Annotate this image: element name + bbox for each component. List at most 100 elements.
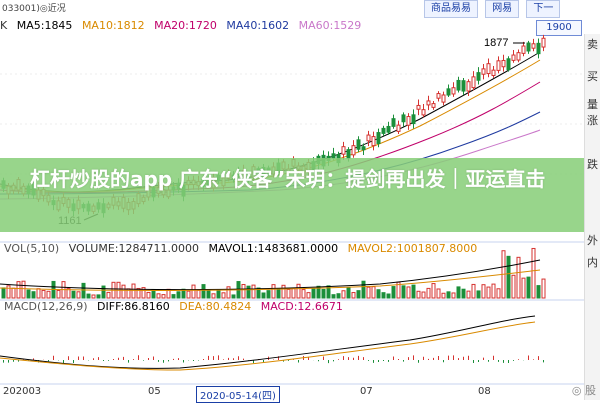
volume-bar bbox=[46, 290, 51, 299]
volume-bar bbox=[136, 287, 141, 299]
volume-bar bbox=[106, 291, 111, 299]
volume-bar bbox=[81, 282, 86, 299]
volume-bar bbox=[91, 294, 96, 299]
diff-line bbox=[0, 315, 536, 369]
date-label-202003: 202003 bbox=[3, 386, 42, 397]
candle bbox=[421, 109, 426, 116]
candle bbox=[481, 68, 486, 75]
ma10-value: MA10:1812 bbox=[81, 19, 145, 32]
volume-bar bbox=[376, 289, 381, 299]
candle bbox=[526, 42, 531, 52]
volume-bar bbox=[146, 291, 151, 299]
candle bbox=[456, 79, 461, 91]
volume-bar bbox=[121, 284, 126, 299]
candle bbox=[496, 60, 501, 71]
volume-bar bbox=[246, 285, 251, 299]
macd-value: MACD:12.6671 bbox=[260, 300, 343, 313]
candle bbox=[516, 52, 521, 61]
date-cursor: 2020-05-14(四) bbox=[196, 386, 280, 403]
right-panel-item-buy[interactable]: 买 bbox=[587, 70, 598, 83]
right-panel-item-outer[interactable]: 外 bbox=[587, 234, 598, 247]
volume-bar bbox=[66, 288, 71, 299]
volume-bar bbox=[286, 288, 291, 299]
price-box[interactable]: 1900 bbox=[536, 20, 582, 36]
candle bbox=[351, 145, 356, 156]
right-panel-item-fall[interactable]: 跌 bbox=[587, 158, 598, 171]
candle bbox=[376, 132, 381, 144]
volume-bar bbox=[516, 256, 521, 299]
header-link-3[interactable]: 下一 bbox=[526, 0, 561, 18]
ma20-value: MA20:1720 bbox=[154, 19, 217, 32]
volume-bar bbox=[26, 289, 31, 299]
volume-bar bbox=[281, 284, 286, 299]
volume-bar bbox=[271, 284, 276, 299]
candle bbox=[371, 136, 376, 147]
candle bbox=[451, 87, 456, 95]
volume-bar bbox=[201, 284, 206, 299]
volume-bar bbox=[56, 289, 61, 299]
date-label-08: 08 bbox=[478, 386, 491, 397]
candle bbox=[531, 43, 536, 49]
volume-bar bbox=[211, 293, 216, 299]
volume-bar bbox=[346, 287, 351, 299]
volume-bar bbox=[386, 293, 391, 299]
volume-bar bbox=[496, 288, 501, 299]
right-panel-item-inner[interactable]: 内 bbox=[587, 256, 598, 269]
right-panel-item-rise[interactable]: 涨 bbox=[587, 114, 598, 127]
volume-bar bbox=[421, 291, 426, 299]
volume-bar bbox=[311, 288, 316, 299]
volume-bar bbox=[521, 277, 526, 299]
date-axis: 202003 05 2020-05-14(四) 07 08 bbox=[0, 385, 585, 403]
volume-bar bbox=[226, 286, 231, 299]
volume-bar bbox=[296, 283, 301, 299]
volume-bar bbox=[486, 286, 491, 299]
volume-bar bbox=[371, 286, 376, 299]
volume-bar bbox=[531, 247, 536, 299]
volume-bar bbox=[426, 287, 431, 299]
macd-param: MACD(12,26,9) bbox=[4, 300, 88, 313]
volume-bar bbox=[231, 294, 236, 299]
volume-bar bbox=[481, 284, 486, 299]
candle bbox=[476, 72, 481, 81]
candle bbox=[406, 116, 411, 126]
volume-bar bbox=[301, 289, 306, 299]
volume-bar bbox=[381, 292, 386, 299]
volume-bar bbox=[361, 280, 366, 299]
volume-bar bbox=[391, 286, 396, 299]
header-link-2[interactable]: 网易 bbox=[485, 0, 520, 18]
candle bbox=[446, 88, 451, 96]
candle bbox=[346, 149, 351, 159]
candle bbox=[511, 54, 516, 61]
candle bbox=[431, 103, 436, 108]
volume-bar bbox=[86, 293, 91, 299]
candle bbox=[411, 114, 416, 125]
candle bbox=[366, 134, 371, 142]
volume-bar bbox=[186, 290, 191, 299]
candle bbox=[486, 63, 491, 75]
volume-bar bbox=[341, 290, 346, 299]
volume-bar bbox=[221, 292, 226, 299]
candle bbox=[436, 93, 441, 99]
volume-bar bbox=[461, 288, 466, 299]
header-link-1[interactable]: 商品易易 bbox=[424, 0, 478, 18]
volume-bar bbox=[251, 284, 256, 299]
volume-bar bbox=[291, 287, 296, 299]
macd-histogram bbox=[3, 355, 544, 364]
right-panel-item-volume[interactable]: 量 bbox=[587, 98, 598, 111]
ma5-value: MA5:1845 bbox=[16, 19, 73, 32]
candle bbox=[536, 42, 541, 55]
candle bbox=[521, 45, 526, 54]
volume-bar bbox=[471, 283, 476, 299]
banner-title: 杠杆炒股的app 广东“侠客”宋玥：提剑再出发｜亚运直击 bbox=[30, 167, 546, 191]
volume-bar bbox=[36, 288, 41, 299]
candle bbox=[461, 80, 466, 92]
volume-bar bbox=[1, 287, 6, 299]
ma-indicator-row: K MA5:1845 MA10:1812 MA20:1720 MA40:1602… bbox=[0, 18, 585, 34]
volume-bar bbox=[241, 283, 246, 299]
right-panel-item-sell[interactable]: 卖 bbox=[587, 38, 598, 51]
news-banner[interactable]: 杠杆炒股的app 广东“侠客”宋玥：提剑再出发｜亚运直击 bbox=[0, 158, 585, 232]
volume-bar bbox=[336, 293, 341, 299]
stock-code: 033001)◎近况 bbox=[2, 4, 66, 14]
mavol2-line bbox=[0, 269, 541, 291]
volume-bar bbox=[206, 289, 211, 299]
